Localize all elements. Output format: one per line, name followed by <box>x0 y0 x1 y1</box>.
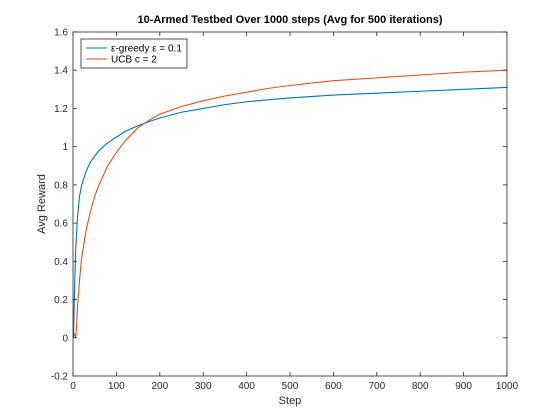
x-tick-label: 200 <box>151 381 168 392</box>
y-tick-label: 0.8 <box>54 180 68 191</box>
y-axis-label: Avg Reward <box>36 174 48 234</box>
x-tick-label: 0 <box>70 381 76 392</box>
y-tick-label: 0 <box>62 333 68 344</box>
x-tick-label: 700 <box>368 381 385 392</box>
series-layer <box>72 69 508 339</box>
x-tick-label: 100 <box>108 381 125 392</box>
x-tick-label: 600 <box>325 381 342 392</box>
legend-label-ucb: UCB c = 2 <box>111 55 157 66</box>
x-tick-label: 1000 <box>496 381 519 392</box>
y-tick-label: 1 <box>62 142 68 153</box>
y-tick-label: 1.4 <box>54 66 68 77</box>
y-tick-label: 1.2 <box>54 104 68 115</box>
legend-label-epsilon-greedy: ε-greedy ε = 0.1 <box>111 44 182 55</box>
axis-layer: 0 100 200 300 400 500 600 700 800 900 1000-0.200.2… <box>51 28 519 393</box>
chart-title: 10-Armed Testbed Over 1000 steps (Avg fo… <box>137 14 442 26</box>
y-tick-label: 0.2 <box>54 295 68 306</box>
legend: ε-greedy ε = 0.1 UCB c = 2 <box>80 38 188 69</box>
x-tick-label: 800 <box>412 381 429 392</box>
x-tick-label: 300 <box>195 381 212 392</box>
x-tick-label: 900 <box>455 381 472 392</box>
x-tick-label: 400 <box>238 381 255 392</box>
y-tick-label: -0.2 <box>51 372 69 383</box>
plot-area <box>73 32 507 376</box>
series-line-ucb <box>72 69 508 339</box>
legend-box <box>80 38 188 69</box>
x-tick-label: 500 <box>282 381 299 392</box>
y-tick-label: 1.6 <box>54 28 68 39</box>
y-tick-label: 0.6 <box>54 219 68 230</box>
y-tick-label: 0.4 <box>54 257 68 268</box>
series-line-epsilon-greedy <box>72 86 508 338</box>
x-axis-label: Step <box>279 395 302 407</box>
